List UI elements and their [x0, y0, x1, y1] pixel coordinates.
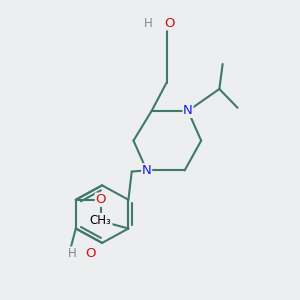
Text: Cl: Cl	[99, 216, 112, 229]
Text: H: H	[144, 17, 153, 30]
Text: O: O	[95, 193, 106, 206]
Text: O: O	[165, 17, 175, 30]
Text: N: N	[142, 164, 152, 177]
Text: O: O	[85, 247, 96, 260]
Text: CH₃: CH₃	[90, 214, 111, 226]
Text: H: H	[68, 247, 77, 260]
Text: N: N	[183, 104, 193, 117]
